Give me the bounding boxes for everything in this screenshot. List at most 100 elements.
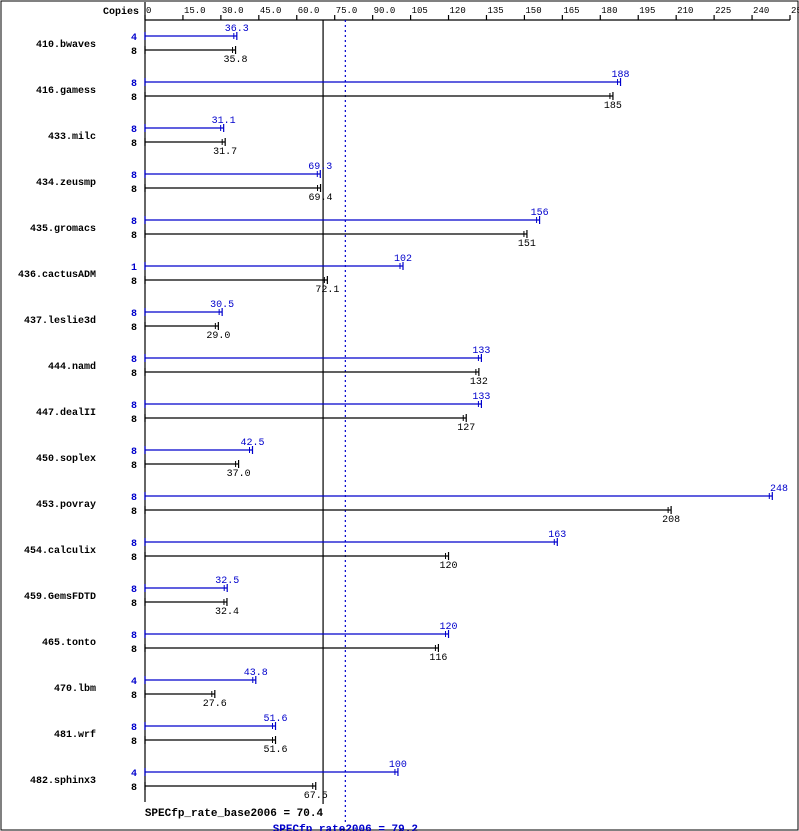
value-peak: 100 <box>389 760 407 771</box>
benchmark-label: 454.calculix <box>24 545 96 557</box>
benchmark-label: 434.zeusmp <box>36 178 96 189</box>
copies-base: 8 <box>131 553 137 564</box>
copies-peak: 8 <box>131 401 137 412</box>
benchmark-label: 433.milc <box>48 131 96 143</box>
copies-base: 8 <box>131 47 137 58</box>
copies-peak: 4 <box>131 33 137 44</box>
copies-base: 8 <box>131 369 137 380</box>
copies-peak: 4 <box>131 769 137 780</box>
copies-peak: 8 <box>131 355 137 366</box>
x-tick-label: 75.0 <box>336 6 358 16</box>
x-tick-label: 30.0 <box>222 6 244 16</box>
copies-peak: 8 <box>131 79 137 90</box>
x-tick-label: 15.0 <box>184 6 206 16</box>
value-peak: 133 <box>472 346 490 357</box>
x-tick-label: 45.0 <box>260 6 282 16</box>
value-base: 132 <box>470 377 488 388</box>
copies-base: 8 <box>131 93 137 104</box>
benchmark-label: 465.tonto <box>42 638 96 649</box>
benchmark-label: 436.cactusADM <box>18 270 96 281</box>
copies-base: 8 <box>131 139 137 150</box>
value-peak: 42.5 <box>240 438 264 449</box>
benchmark-label: 410.bwaves <box>36 39 96 51</box>
value-peak: 30.5 <box>210 300 234 311</box>
copies-base: 8 <box>131 231 137 242</box>
value-peak: 120 <box>440 622 458 633</box>
x-tick-label: 165 <box>563 6 579 16</box>
ref-peak-label: SPECfp_rate2006 = 79.2 <box>273 824 418 831</box>
benchmark-label: 482.sphinx3 <box>30 775 96 787</box>
value-peak: 69.3 <box>308 162 332 173</box>
value-peak: 36.3 <box>225 24 249 35</box>
value-base: 151 <box>518 239 536 250</box>
value-base: 120 <box>440 561 458 572</box>
benchmark-label: 416.gamess <box>36 86 96 97</box>
value-peak: 51.6 <box>264 714 288 725</box>
value-peak: 163 <box>548 530 566 541</box>
copies-peak: 8 <box>131 631 137 642</box>
ref-base-label: SPECfp_rate_base2006 = 70.4 <box>145 808 324 820</box>
copies-peak: 1 <box>131 263 137 274</box>
copies-peak: 8 <box>131 309 137 320</box>
value-peak: 156 <box>531 208 549 219</box>
copies-peak: 8 <box>131 539 137 550</box>
x-tick-label: 0 <box>146 6 151 16</box>
spec-rate-chart: 015.030.045.060.075.090.0105120135150165… <box>0 0 799 831</box>
benchmark-label: 437.leslie3d <box>24 315 96 327</box>
benchmark-label: 481.wrf <box>54 729 96 741</box>
copies-base: 8 <box>131 415 137 426</box>
benchmark-label: 450.soplex <box>36 453 96 465</box>
copies-base: 8 <box>131 461 137 472</box>
copies-base: 8 <box>131 737 137 748</box>
copies-peak: 8 <box>131 723 137 734</box>
value-peak: 133 <box>472 392 490 403</box>
x-tick-label: 180 <box>601 6 617 16</box>
value-base: 29.0 <box>206 331 230 342</box>
value-base: 208 <box>662 515 680 526</box>
copies-header: Copies <box>103 6 139 18</box>
copies-base: 8 <box>131 691 137 702</box>
x-tick-label: 135 <box>487 6 503 16</box>
copies-peak: 8 <box>131 217 137 228</box>
copies-base: 8 <box>131 185 137 196</box>
benchmark-label: 453.povray <box>36 500 96 511</box>
copies-base: 8 <box>131 323 137 334</box>
benchmark-label: 444.namd <box>48 361 96 373</box>
copies-peak: 8 <box>131 447 137 458</box>
value-base: 116 <box>429 653 447 664</box>
x-tick-label: 195 <box>639 6 655 16</box>
x-tick-label: 150 <box>525 6 541 16</box>
copies-peak: 4 <box>131 677 137 688</box>
value-base: 51.6 <box>264 745 288 756</box>
value-peak: 32.5 <box>215 576 239 587</box>
benchmark-label: 447.dealII <box>36 407 96 419</box>
x-tick-label: 225 <box>715 6 731 16</box>
copies-peak: 8 <box>131 171 137 182</box>
value-peak: 102 <box>394 254 412 265</box>
x-tick-label: 210 <box>677 6 693 16</box>
value-base: 31.7 <box>213 147 237 158</box>
copies-base: 8 <box>131 599 137 610</box>
copies-base: 8 <box>131 645 137 656</box>
copies-base: 8 <box>131 783 137 794</box>
copies-peak: 8 <box>131 493 137 504</box>
value-base: 35.8 <box>224 55 248 66</box>
value-base: 185 <box>604 101 622 112</box>
benchmark-label: 459.GemsFDTD <box>24 592 96 603</box>
copies-base: 8 <box>131 507 137 518</box>
copies-peak: 8 <box>131 125 137 136</box>
copies-base: 8 <box>131 277 137 288</box>
x-tick-label: 255 <box>791 6 799 16</box>
value-peak: 248 <box>770 484 788 495</box>
value-peak: 31.1 <box>212 116 236 127</box>
x-tick-label: 105 <box>412 6 428 16</box>
value-peak: 43.8 <box>244 668 268 679</box>
x-tick-label: 120 <box>450 6 466 16</box>
value-base: 32.4 <box>215 607 239 618</box>
copies-peak: 8 <box>131 585 137 596</box>
value-base: 127 <box>457 423 475 434</box>
x-tick-label: 240 <box>753 6 769 16</box>
value-base: 72.1 <box>315 285 339 296</box>
value-base: 37.0 <box>227 469 251 480</box>
benchmark-label: 470.lbm <box>54 683 96 695</box>
